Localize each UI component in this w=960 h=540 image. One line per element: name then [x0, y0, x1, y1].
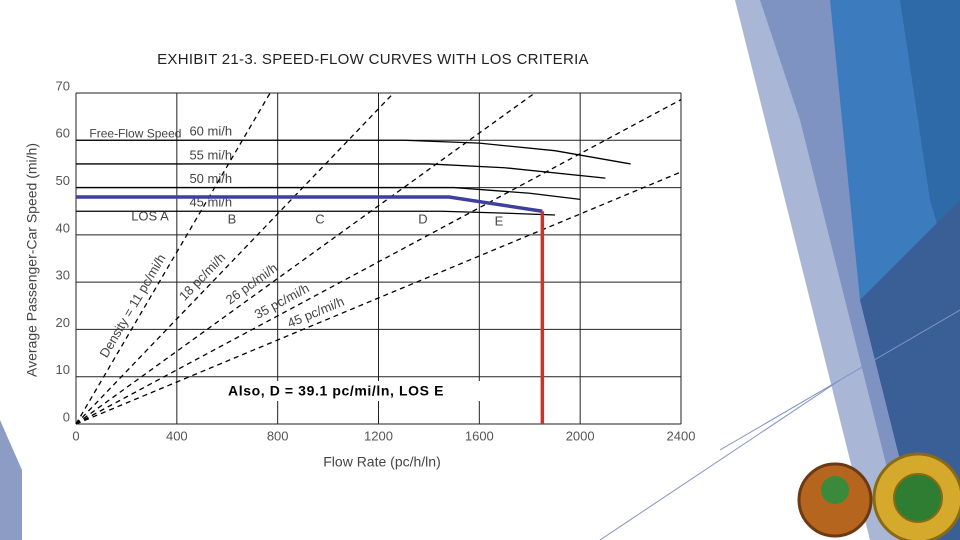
chart: EXHIBIT 21-3. SPEED-FLOW CURVES WITH LOS…: [24, 51, 696, 470]
x-axis-label: Flow Rate (pc/h/ln): [323, 454, 440, 470]
speed-curve: [76, 210, 555, 216]
y-tick-label: 60: [56, 126, 70, 141]
y-tick-label: 0: [63, 409, 70, 424]
series-title: Free-Flow Speed: [89, 126, 181, 140]
y-tick-label: 50: [56, 173, 70, 188]
decoration: [860, 200, 960, 540]
label-bg: [187, 172, 248, 187]
x-tick-label: 1600: [465, 428, 494, 443]
speed-curve: [76, 195, 543, 213]
y-tick-label: 20: [56, 315, 70, 330]
decoration: [599, 379, 841, 540]
x-tick-label: 800: [267, 428, 289, 443]
curve-label: 60 mi/h: [189, 124, 232, 139]
density-line: [75, 99, 682, 425]
annotation-bg: [226, 381, 516, 401]
density-label: Density = 11 pc/mi/h: [96, 251, 168, 360]
logo: [893, 473, 943, 523]
y-tick-label: 70: [56, 78, 70, 93]
label-bg: [187, 125, 248, 140]
los-label: B: [228, 211, 237, 226]
y-axis-label: Average Passenger-Car Speed (mi/h): [24, 143, 40, 377]
los-label: E: [495, 213, 504, 228]
los-label: LOS A: [131, 208, 169, 223]
speed-curve: [76, 186, 581, 201]
label-bg: [187, 148, 248, 163]
los-label: D: [418, 211, 427, 226]
speed-curve: [76, 163, 606, 179]
density-line: [75, 92, 395, 425]
density-line: [75, 92, 271, 425]
curve-label: 50 mi/h: [189, 171, 232, 186]
y-tick-label: 40: [56, 220, 70, 235]
x-tick-label: 400: [166, 428, 188, 443]
density-line: [75, 92, 536, 425]
y-tick-label: 30: [56, 268, 70, 283]
label-bg: [187, 196, 248, 211]
los-label: C: [315, 211, 324, 226]
curve-label: 55 mi/h: [189, 147, 232, 162]
annotation: Also, D = 39.1 pc/mi/ln, LOS E: [228, 383, 444, 399]
speed-curve: [76, 139, 631, 165]
x-tick-label: 2000: [566, 428, 595, 443]
x-tick-label: 1200: [364, 428, 393, 443]
logo: [821, 476, 849, 504]
density-line: [75, 171, 682, 425]
chart-title: EXHIBIT 21-3. SPEED-FLOW CURVES WITH LOS…: [157, 51, 589, 68]
density-label: 18 pc/mi/h: [176, 250, 228, 304]
decoration: [0, 420, 22, 540]
y-tick-label: 10: [56, 362, 70, 377]
x-tick-label: 2400: [667, 428, 696, 443]
x-tick-label: 0: [72, 428, 79, 443]
